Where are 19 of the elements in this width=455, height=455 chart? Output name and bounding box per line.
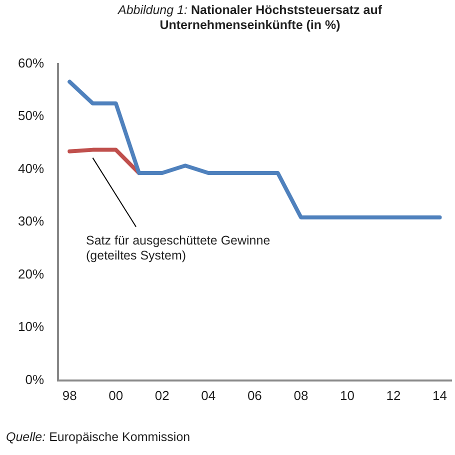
y-tick-label: 30% (18, 214, 44, 229)
x-tick-label: 06 (247, 388, 262, 403)
source-note: Quelle: Europäische Kommission (6, 430, 190, 444)
chart-title: Abbildung 1: Nationaler Höchststeuersatz auf Unternehmenseinkünfte (in %) (118, 3, 382, 32)
x-tick-label: 00 (108, 388, 124, 403)
x-tick-label: 14 (432, 388, 448, 403)
y-tick-label: 0% (25, 372, 44, 387)
y-tick-label: 10% (18, 319, 44, 334)
x-tick-label: 08 (294, 388, 308, 403)
x-tick-label: 04 (201, 388, 216, 403)
y-tick-label: 20% (18, 266, 44, 282)
x-tick-label: 12 (386, 388, 401, 403)
y-tick-label: 60% (18, 55, 44, 70)
x-tick-label: 10 (340, 388, 354, 403)
y-tick-label: 50% (18, 108, 44, 124)
x-tick-label: 98 (62, 388, 77, 403)
y-tick-label: 40% (18, 160, 44, 176)
x-tick-label: 02 (154, 388, 170, 403)
annotation: Satz für ausgeschüttete Gewinne (geteiltes System) (86, 234, 270, 263)
